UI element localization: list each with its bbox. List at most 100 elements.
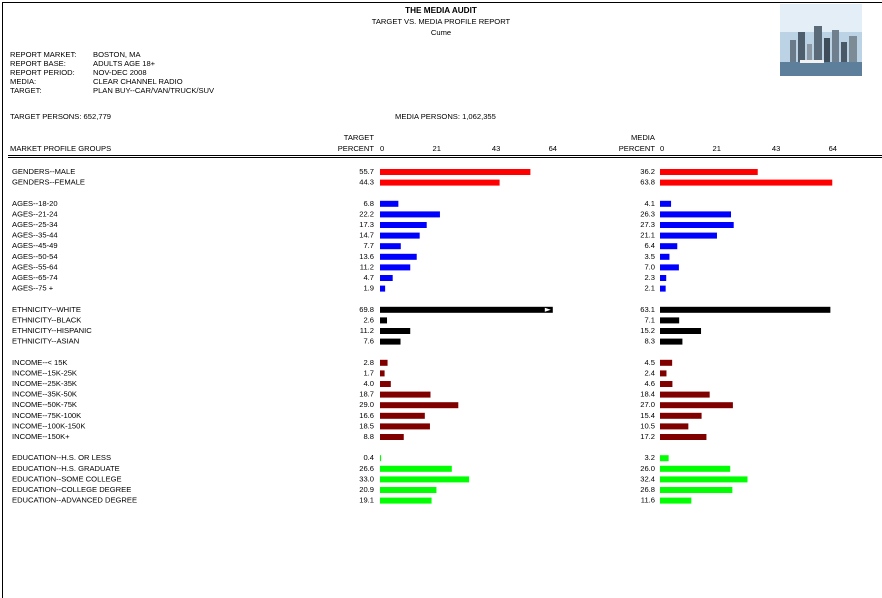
media-persons: MEDIA PERSONS: 1,062,355 — [395, 112, 496, 121]
value-label: 27.3 — [640, 220, 655, 229]
info-value: NOV-DEC 2008 — [93, 68, 147, 77]
bar — [380, 307, 568, 313]
bar — [380, 381, 391, 387]
bar — [660, 243, 677, 249]
row-label: AGES--21-24 — [12, 209, 58, 218]
bar — [380, 169, 530, 175]
column-header: MEDIA — [631, 133, 656, 142]
value-label: 1.7 — [363, 368, 374, 377]
x-tick-label: 21 — [712, 144, 720, 153]
value-label: 63.8 — [640, 178, 655, 187]
value-label: 16.6 — [359, 411, 374, 420]
bar — [380, 275, 393, 281]
value-label: 33.0 — [359, 474, 374, 483]
x-tick-label: 43 — [772, 144, 780, 153]
bar — [660, 413, 702, 419]
value-label: 7.0 — [644, 262, 655, 271]
bar — [660, 339, 682, 345]
bar — [380, 413, 425, 419]
bar — [380, 264, 410, 270]
bar — [660, 254, 669, 260]
row-label: INCOME--150K+ — [12, 432, 70, 441]
row-label: INCOME--75K-100K — [12, 411, 81, 420]
value-label: 11.2 — [360, 262, 374, 271]
row-label: INCOME--50K-75K — [12, 400, 77, 409]
value-label: 20.9 — [359, 485, 374, 494]
target-persons: TARGET PERSONS: 652,779 — [10, 112, 111, 121]
value-label: 18.4 — [640, 390, 655, 399]
value-label: 6.4 — [644, 241, 655, 250]
bar — [380, 201, 398, 207]
bar — [380, 392, 430, 398]
bar — [380, 466, 452, 472]
value-label: 3.5 — [644, 252, 655, 261]
value-label: 55.7 — [359, 167, 374, 176]
x-tick-label: 43 — [492, 144, 500, 153]
bar — [660, 307, 830, 313]
x-tick-label: 64 — [549, 144, 557, 153]
bar — [660, 317, 679, 323]
bar — [660, 233, 717, 239]
row-label: INCOME--< 15K — [12, 358, 68, 367]
value-label: 17.2 — [640, 432, 655, 441]
value-label: 19.1 — [359, 496, 374, 505]
bar — [660, 286, 666, 292]
value-label: 69.8 — [359, 305, 374, 314]
bar — [380, 370, 385, 376]
row-label: EDUCATION--COLLEGE DEGREE — [12, 485, 131, 494]
value-label: 7.7 — [363, 241, 374, 250]
info-value: CLEAR CHANNEL RADIO — [93, 77, 183, 86]
x-tick-label: 64 — [829, 144, 837, 153]
bar — [380, 487, 436, 493]
bar — [380, 498, 432, 504]
value-label: 11.6 — [641, 496, 655, 505]
row-label: AGES--50-54 — [12, 252, 58, 261]
value-label: 4.5 — [644, 358, 655, 367]
row-label: ETHNICITY--ASIAN — [12, 337, 79, 346]
x-tick-label: 21 — [432, 144, 440, 153]
row-label: AGES--75 + — [12, 284, 54, 293]
value-label: 14.7 — [359, 231, 374, 240]
bar — [380, 222, 427, 228]
value-label: 6.8 — [363, 199, 374, 208]
value-label: 13.6 — [359, 252, 374, 261]
value-label: 26.6 — [359, 464, 374, 473]
bar — [660, 275, 666, 281]
report-measure: Cume — [431, 28, 451, 37]
bar — [380, 328, 410, 334]
info-label: MEDIA: — [10, 77, 36, 86]
bar — [380, 317, 387, 323]
bar — [660, 211, 731, 217]
info-label: REPORT PERIOD: — [10, 68, 75, 77]
row-label: AGES--35-44 — [12, 231, 58, 240]
value-label: 7.6 — [363, 337, 374, 346]
bar — [380, 455, 381, 461]
row-label: INCOME--100K-150K — [12, 421, 85, 430]
row-label: GENDERS--MALE — [12, 167, 75, 176]
x-tick-label: 0 — [380, 144, 384, 153]
row-label: EDUCATION--SOME COLLEGE — [12, 474, 122, 483]
value-label: 26.8 — [640, 485, 655, 494]
bar — [380, 243, 401, 249]
bar — [660, 476, 747, 482]
bar — [660, 201, 671, 207]
value-label: 0.4 — [363, 453, 374, 462]
row-label: AGES--45-49 — [12, 241, 58, 250]
x-tick-label: 0 — [660, 144, 664, 153]
value-label: 36.2 — [640, 167, 655, 176]
bar — [380, 434, 404, 440]
info-value: BOSTON, MA — [93, 50, 141, 59]
row-label: ETHNICITY--WHITE — [12, 305, 81, 314]
bar — [660, 381, 672, 387]
value-label: 4.7 — [363, 273, 374, 282]
row-label: INCOME--25K-35K — [12, 379, 77, 388]
bar — [660, 455, 669, 461]
row-label: AGES--65-74 — [12, 273, 58, 282]
row-label: INCOME--35K-50K — [12, 390, 77, 399]
bar — [660, 360, 672, 366]
row-label: AGES--18-20 — [12, 199, 58, 208]
value-label: 2.3 — [644, 273, 655, 282]
value-label: 18.7 — [359, 390, 374, 399]
report-subtitle: TARGET VS. MEDIA PROFILE REPORT — [372, 17, 511, 26]
value-label: 2.6 — [363, 315, 374, 324]
